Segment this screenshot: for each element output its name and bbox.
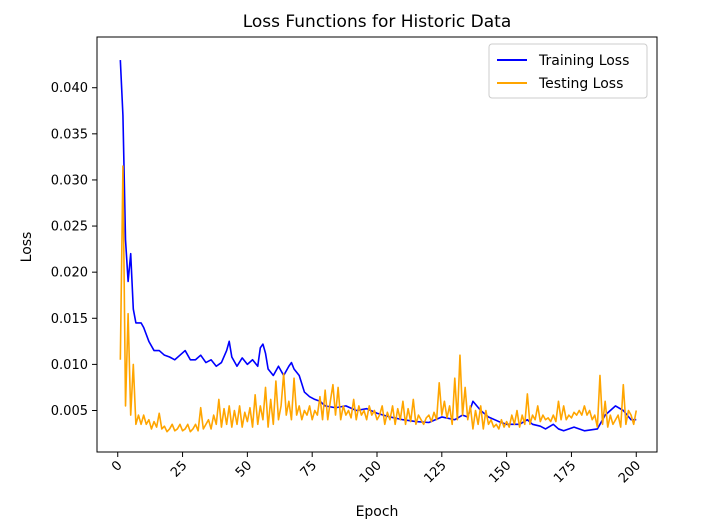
- x-axis-label: Epoch: [356, 504, 399, 520]
- y-tick-label: 0.010: [51, 358, 88, 373]
- y-axis-label: Loss: [19, 232, 35, 263]
- y-tick-label: 0.005: [51, 404, 88, 419]
- series-line-testing-loss: [119, 165, 638, 433]
- y-tick-label: 0.025: [51, 220, 88, 235]
- y-tick-label: 0.030: [51, 173, 88, 188]
- legend-box: [488, 43, 648, 99]
- legend-label-training-loss: Training Loss: [538, 53, 629, 69]
- legend: Training Loss Testing Loss: [488, 43, 648, 99]
- y-tick-label: 0.035: [51, 127, 88, 142]
- y-tick-label: 0.020: [51, 266, 88, 281]
- chart-title: Loss Functions for Historic Data: [243, 12, 512, 32]
- y-tick-label: 0.015: [51, 312, 88, 327]
- y-axis-ticks: 0.005 0.010 0.015 0.020 0.025 0.030 0.035 0.040: [51, 81, 97, 419]
- legend-label-testing-loss: Testing Loss: [538, 76, 623, 92]
- y-tick-label: 0.040: [51, 81, 88, 96]
